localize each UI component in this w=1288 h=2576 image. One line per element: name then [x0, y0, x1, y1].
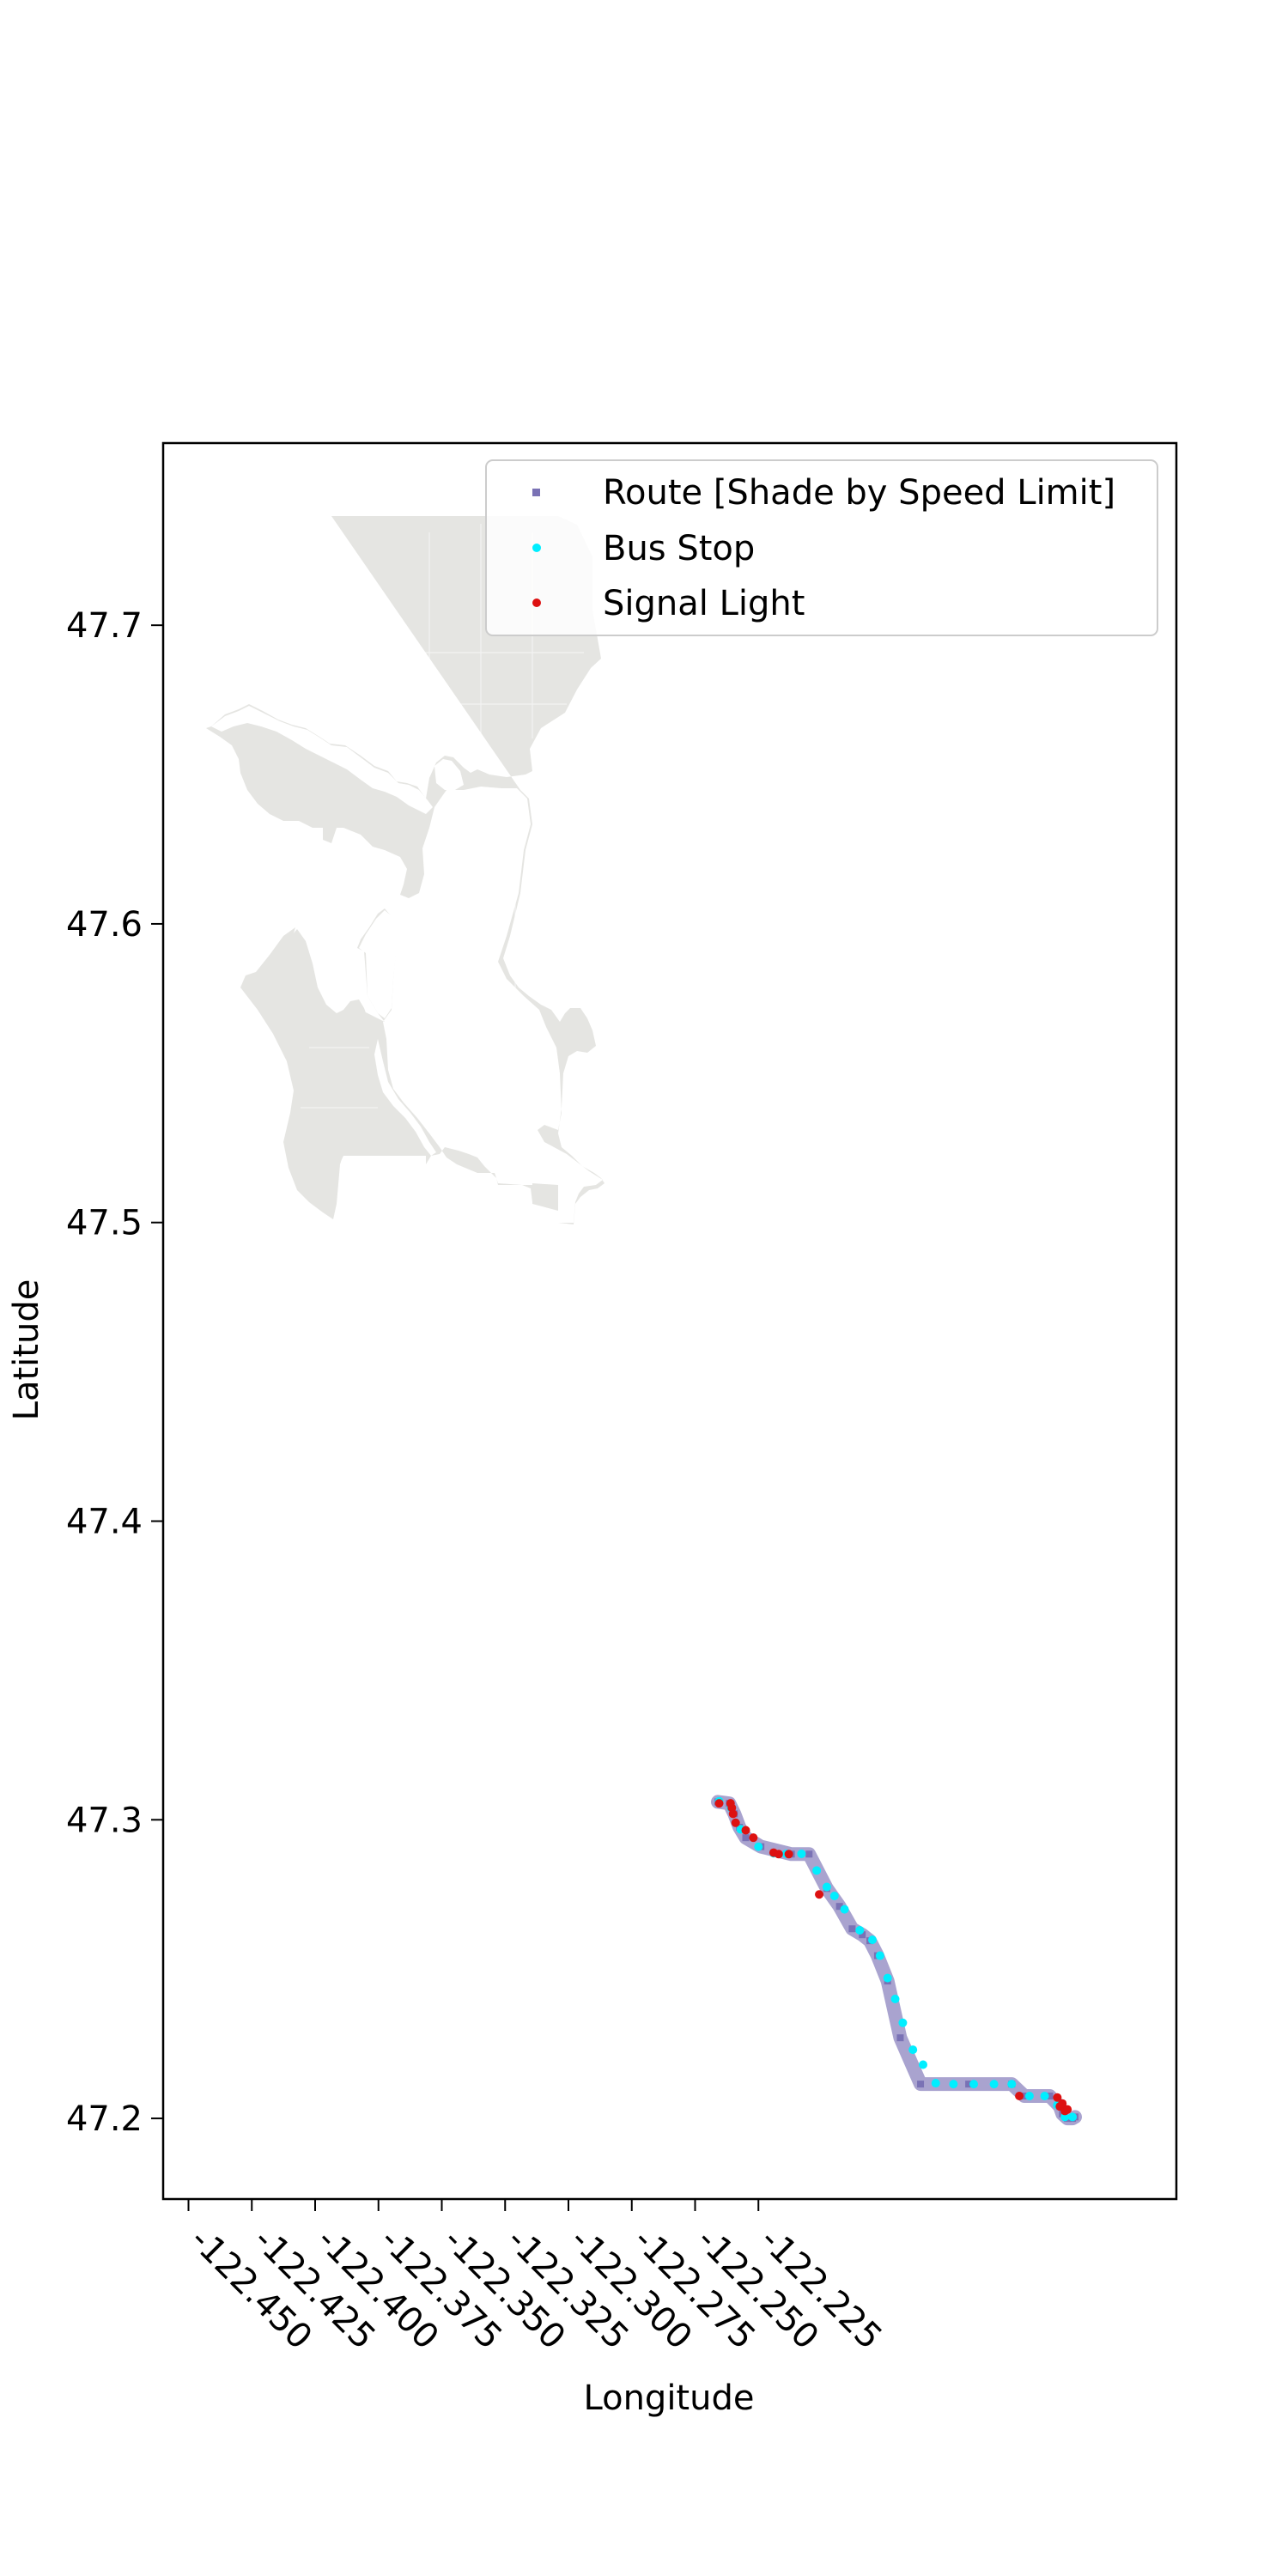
route-point [965, 2081, 973, 2088]
signal-light-point [774, 1850, 783, 1859]
route-point [805, 1850, 813, 1858]
y-tick-label: 47.2 [66, 2099, 143, 2139]
duwamish-water [374, 1039, 436, 1156]
signal-light-point [1063, 2105, 1072, 2114]
seattle-west-land [240, 929, 424, 1219]
signal-light-point [784, 1850, 793, 1859]
bus-stop-point [754, 1842, 763, 1851]
bus-stop-point [949, 2080, 958, 2089]
signal-light-point [749, 1833, 758, 1843]
bus-stop-point [908, 2045, 918, 2055]
lake-union-water [434, 759, 464, 790]
signal-light-point [728, 1809, 738, 1819]
signal-light-layer [714, 1799, 1072, 2116]
legend-bus-stop-label: Bus Stop [603, 529, 755, 568]
bus-stop-point [1060, 2112, 1070, 2122]
bus-stop-point [1007, 2080, 1017, 2089]
x-axis-ticks: -122.450-122.425-122.400-122.375-122.350… [182, 2199, 890, 2357]
y-tick-label: 47.3 [66, 1801, 143, 1840]
route-point [1021, 2093, 1028, 2100]
y-axis-title: Latitude [7, 1279, 46, 1421]
y-axis-ticks: 47.2 47.3 47.4 47.5 47.6 47.7 [66, 606, 163, 2139]
y-tick-label: 47.6 [66, 905, 143, 945]
bus-stop-point [969, 2080, 978, 2089]
bus-stop-point [840, 1905, 849, 1914]
signal-light-point [1053, 2093, 1062, 2102]
bus-stop-point [919, 2060, 927, 2069]
elliott-bay-water [359, 910, 397, 1018]
signal-light-point [741, 1826, 750, 1835]
bus-stop-point [829, 1891, 839, 1900]
bus-stop-point [822, 1882, 831, 1892]
bus-stop-point [855, 1925, 865, 1935]
bus-stop-point [1040, 2092, 1049, 2101]
bus-stop-point [989, 2080, 999, 2089]
signal-light-point [731, 1818, 740, 1827]
route-point [742, 1834, 750, 1842]
seattle-basemap [206, 516, 605, 1224]
bus-stop-point [797, 1849, 806, 1858]
bus-stop-point [868, 1935, 877, 1945]
route-point [835, 1903, 843, 1911]
route-layer [711, 1795, 1082, 2126]
signal-light-point [1058, 2099, 1067, 2108]
legend-route-label: Route [Shade by Speed Limit] [603, 473, 1115, 513]
legend-signal-light-marker [532, 598, 541, 607]
route-point [848, 1925, 856, 1933]
bus-stop-point [931, 2079, 940, 2088]
route-point [896, 2034, 904, 2042]
x-axis-title: Longitude [584, 2379, 755, 2418]
legend-route-marker [532, 489, 540, 496]
signal-light-point [1015, 2092, 1024, 2101]
bus-stop-point [1024, 2092, 1034, 2101]
legend-signal-light-label: Signal Light [603, 584, 805, 623]
ship-canal-water [211, 706, 433, 814]
route-point [1046, 2093, 1054, 2100]
bus-stop-point [898, 2018, 908, 2027]
legend-bus-stop-marker [532, 544, 541, 552]
route-point [917, 2081, 925, 2088]
bus-stop-point [883, 1973, 892, 1983]
bus-stop-point [890, 1994, 900, 2003]
y-tick-label: 47.4 [66, 1503, 143, 1542]
plot-frame [161, 441, 1178, 2201]
bus-stop-point [812, 1866, 822, 1875]
y-tick-label: 47.7 [66, 606, 143, 646]
route-point [859, 1931, 866, 1939]
signal-light-point [815, 1890, 824, 1899]
legend: Route [Shade by Speed Limit] Bus Stop Si… [485, 459, 1158, 636]
legend-box [485, 459, 1158, 636]
signal-light-point [714, 1799, 724, 1808]
y-tick-label: 47.5 [66, 1204, 143, 1243]
bus-stop-point [875, 1951, 884, 1960]
bus-stop-point [1068, 2112, 1078, 2122]
